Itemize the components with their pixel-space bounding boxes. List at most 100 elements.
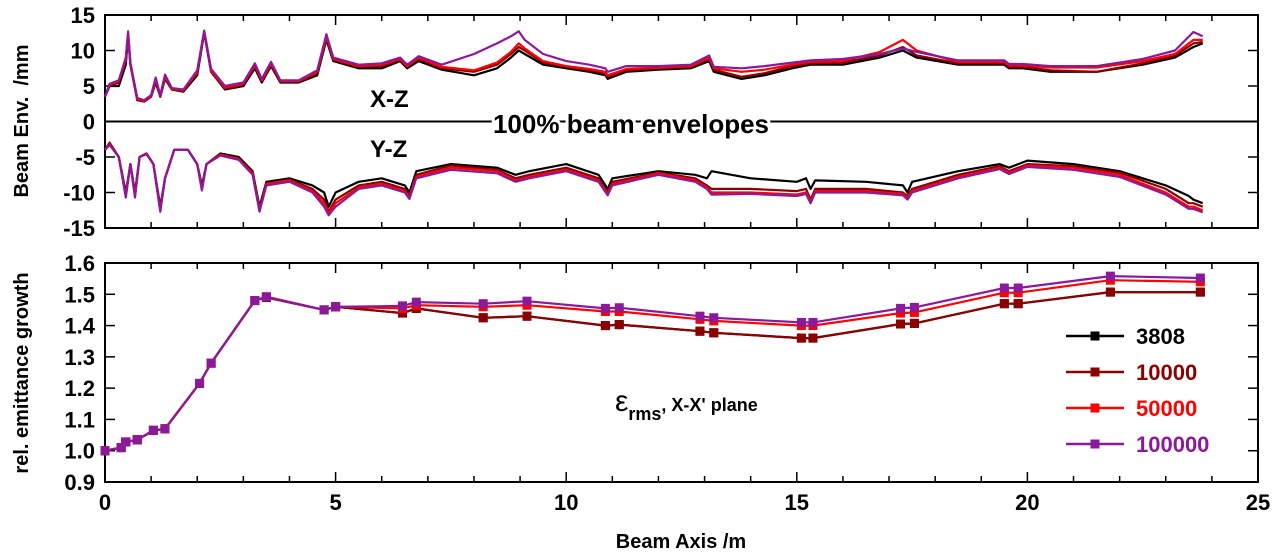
- legend-swatch-marker-3808: [1090, 331, 1100, 341]
- emittance-point-10000: [796, 333, 806, 343]
- emittance-y-tick-label: 1.2: [64, 376, 95, 401]
- emittance-y-tick-label: 0.9: [64, 470, 95, 495]
- emittance-y-tick-label: 1.5: [64, 282, 95, 307]
- envelope-line-xz-100000: [103, 29, 1204, 102]
- emittance-point-100000: [261, 292, 271, 302]
- emittance-point-10000: [808, 333, 818, 343]
- emittance-point-100000: [250, 296, 260, 306]
- envelope-y-tick-label: -10: [63, 181, 95, 206]
- emittance-y-ticks: 1.6 1.5 1.4 1.3 1.2 1.1 1.0 0.9: [64, 251, 1258, 495]
- emittance-point-100000: [522, 296, 532, 306]
- emittance-point-100000: [1105, 271, 1115, 281]
- legend: 3808 10000 50000 100000: [1066, 324, 1209, 457]
- x-tick-label: 10: [554, 490, 578, 515]
- epsilon-symbol: ε: [615, 385, 628, 418]
- envelope-line-yz-100000: [104, 143, 1204, 217]
- emittance-point-10000: [709, 328, 719, 338]
- emittance-point-50000: [909, 307, 919, 317]
- beam-envelope-panel: 15 10 5 0 -5 -10 -15 100% beam envelopes X-Z Y…: [11, 3, 1259, 241]
- envelope-y-tick-label: 5: [83, 74, 95, 99]
- envelope-y-axis-label: Beam Env. /mm: [11, 44, 33, 197]
- emittance-point-100000: [695, 311, 705, 321]
- annotation-yz: Y-Z: [370, 136, 407, 163]
- x-tick-label: 20: [1015, 490, 1039, 515]
- legend-label-3808: 3808: [1136, 324, 1185, 349]
- emittance-point-100000: [896, 303, 906, 313]
- envelope-y-tick-label: -15: [63, 216, 95, 241]
- legend-label-50000: 50000: [1136, 396, 1197, 421]
- legend-label-100000: 100000: [1136, 432, 1209, 457]
- plane-label: , X-X' plane: [661, 395, 757, 415]
- emittance-y-tick-label: 1.0: [64, 439, 95, 464]
- emittance-annotation: εrms, X-X' plane: [615, 385, 758, 424]
- emittance-point-100000: [1013, 283, 1023, 293]
- emittance-point-100000: [411, 297, 421, 307]
- emittance-y-tick-label: 1.6: [64, 251, 95, 276]
- emittance-point-100000: [808, 317, 818, 327]
- emittance-point-100000: [100, 446, 110, 456]
- emittance-point-10000: [999, 299, 1009, 309]
- x-tick-label: 0: [99, 490, 111, 515]
- emittance-point-100000: [614, 303, 624, 313]
- emittance-y-tick-label: 1.1: [64, 407, 95, 432]
- emittance-point-100000: [331, 302, 341, 312]
- legend-swatch-marker-100000: [1090, 439, 1100, 449]
- emittance-line-3808: [104, 291, 1201, 452]
- emittance-point-100000: [478, 299, 488, 309]
- emittance-point-50000: [1013, 288, 1023, 298]
- emittance-point-10000: [1105, 287, 1115, 297]
- emittance-point-10000: [1195, 287, 1205, 297]
- emittance-x-ticks: 0 5 10 15 20 25: [99, 263, 1270, 515]
- emittance-point-100000: [709, 313, 719, 323]
- legend-label-10000: 10000: [1136, 360, 1197, 385]
- emittance-point-10000: [600, 321, 610, 331]
- envelope-y-tick-label: -5: [75, 145, 95, 170]
- emittance-point-10000: [478, 313, 488, 323]
- emittance-point-50000: [896, 308, 906, 318]
- envelope-x-ticks: [150, 15, 1213, 228]
- emittance-panel: 1.6 1.5 1.4 1.3 1.2 1.1 1.0 0.9 0 5 10 15 20 25 rel.…: [11, 251, 1270, 553]
- x-axis-label: Beam Axis /m: [616, 531, 746, 553]
- emittance-point-100000: [148, 425, 158, 435]
- emittance-point-100000: [206, 358, 216, 368]
- envelope-series: [103, 29, 1204, 217]
- emittance-point-10000: [1013, 299, 1023, 309]
- emittance-point-10000: [896, 319, 906, 329]
- envelope-line-yz-10000: [104, 141, 1204, 213]
- emittance-point-100000: [121, 437, 131, 447]
- rms-subscript: rms: [628, 404, 661, 424]
- emittance-point-100000: [319, 305, 329, 315]
- emittance-point-100000: [116, 443, 126, 453]
- x-tick-label: 25: [1246, 490, 1270, 515]
- emittance-y-tick-label: 1.3: [64, 345, 95, 370]
- x-tick-label: 15: [785, 490, 809, 515]
- annotation-xz: X-Z: [370, 86, 409, 113]
- emittance-point-10000: [397, 308, 407, 318]
- emittance-point-10000: [614, 320, 624, 330]
- envelope-y-tick-label: 10: [71, 39, 95, 64]
- emittance-point-100000: [132, 435, 142, 445]
- emittance-point-100000: [1195, 273, 1205, 283]
- emittance-point-100000: [999, 283, 1009, 293]
- envelope-y-tick-label: 0: [83, 110, 95, 135]
- emittance-series: [100, 271, 1205, 456]
- envelope-line-yz-50000: [104, 143, 1204, 215]
- envelope-title: 100% beam envelopes: [493, 109, 769, 139]
- emittance-point-100000: [600, 303, 610, 313]
- legend-swatch-marker-10000: [1090, 367, 1100, 377]
- emittance-point-50000: [999, 288, 1009, 298]
- emittance-point-10000: [909, 318, 919, 328]
- emittance-point-100000: [160, 424, 170, 434]
- emittance-y-tick-label: 1.4: [64, 314, 95, 339]
- legend-swatch-marker-50000: [1090, 403, 1100, 413]
- emittance-point-100000: [397, 301, 407, 311]
- emittance-point-100000: [796, 317, 806, 327]
- emittance-line-50000: [104, 279, 1201, 452]
- emittance-point-100000: [909, 302, 919, 312]
- envelope-y-ticks: 15 10 5 0 -5 -10 -15: [63, 3, 1258, 241]
- emittance-y-axis-label: rel. emittance growth: [11, 272, 33, 473]
- emittance-point-10000: [695, 326, 705, 336]
- emittance-point-100000: [195, 378, 205, 388]
- envelope-y-tick-label: 15: [71, 3, 95, 28]
